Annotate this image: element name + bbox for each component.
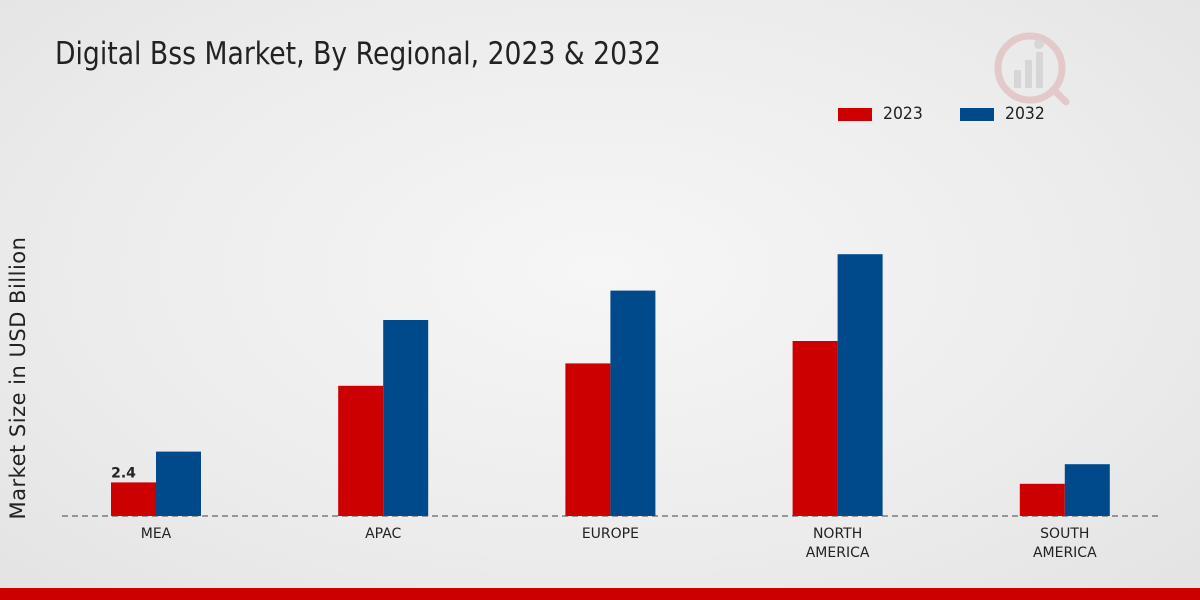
x-tick-label-mea: MEA [141,526,172,542]
x-tick-label-north-america-line2: AMERICA [806,545,870,561]
bar-2032-south-america [1064,464,1110,516]
legend: 2023 2032 [838,104,1083,124]
legend-item-2023[interactable]: 2023 [838,104,926,124]
x-tick-label-south-america-line2: AMERICA [1033,545,1097,561]
bar-2023-south-america [1019,483,1065,516]
legend-item-2032[interactable]: 2032 [960,104,1048,124]
legend-label-2023: 2023 [883,104,923,124]
legend-swatch-2032 [960,107,995,121]
legend-label-2032: 2032 [1005,104,1046,124]
x-tick-label-apac: APAC [365,526,401,542]
bar-2032-europe [610,290,656,516]
footer-bar [0,588,1200,600]
bar-2023-mea [111,482,156,516]
x-tick-label-north-america-line1: NORTH [813,526,862,542]
legend-swatch-2023 [838,107,872,121]
brand-logo-icon [994,32,1070,106]
bar-2032-north-america [837,254,883,516]
bar-2023-north-america [792,341,838,516]
bar-2023-europe [565,363,611,516]
data-label-2023-mea: 2.4 [111,465,136,481]
chart-title: Digital Bss Market, By Regional, 2023 & … [55,36,662,72]
bar-2023-apac [338,385,384,516]
bar-2032-apac [383,320,429,516]
x-tick-label-south-america-line1: SOUTH [1040,526,1089,542]
x-tick-label-europe: EUROPE [582,526,639,542]
bar-2032-mea [156,451,201,516]
